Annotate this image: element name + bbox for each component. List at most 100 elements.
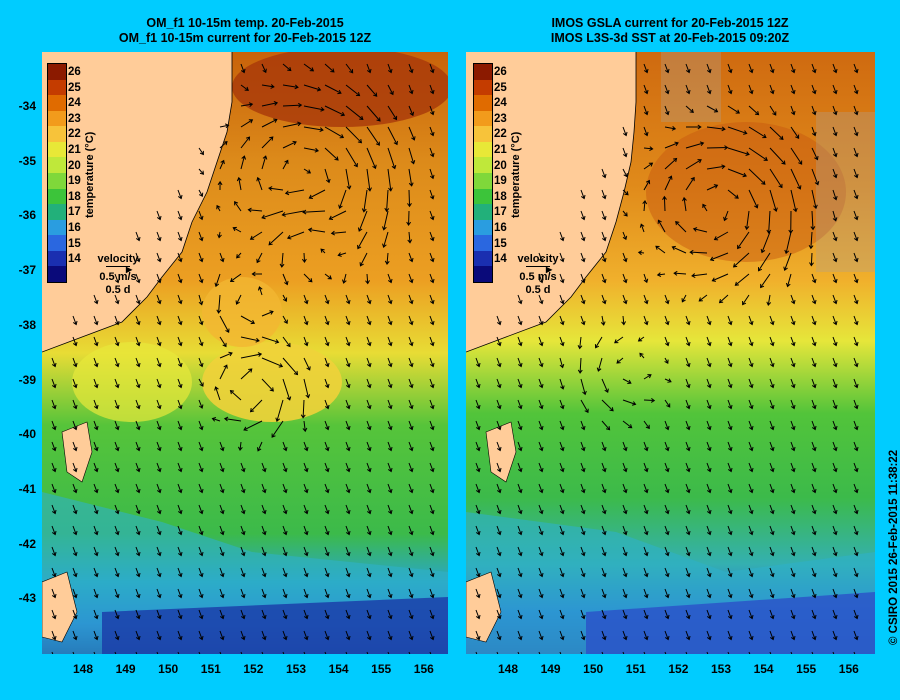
current-arrow <box>783 252 792 272</box>
current-arrow <box>366 126 380 146</box>
current-arrow <box>622 231 628 241</box>
x-tick-label: 148 <box>497 662 519 676</box>
current-arrow <box>538 462 544 473</box>
current-arrow <box>577 336 583 350</box>
current-arrow <box>303 63 315 72</box>
current-arrow <box>261 118 278 128</box>
current-arrow <box>114 483 120 494</box>
current-arrow <box>622 189 629 196</box>
current-arrow <box>387 462 393 473</box>
current-arrow <box>429 609 435 620</box>
current-arrow <box>282 63 292 72</box>
current-arrow <box>320 248 326 254</box>
left-title-line1: OM_f1 10-15m temp. 20-Feb-2015 <box>146 16 344 30</box>
current-arrow <box>261 100 279 107</box>
current-arrow <box>685 141 705 149</box>
current-arrow <box>643 483 649 494</box>
colorbar-tick-label: 23 <box>494 112 507 125</box>
current-arrow <box>706 504 712 515</box>
current-arrow <box>601 399 614 412</box>
current-arrow <box>706 84 712 95</box>
current-arrow <box>748 399 754 410</box>
current-arrow <box>748 147 768 161</box>
current-arrow <box>517 504 523 515</box>
current-arrow <box>769 105 777 116</box>
current-arrow <box>114 315 120 326</box>
current-arrow <box>303 126 324 133</box>
current-arrow <box>114 651 117 654</box>
current-arrow <box>366 420 372 431</box>
current-arrow <box>538 357 544 368</box>
current-arrow <box>135 588 141 599</box>
right-velocity-arrow: ▶ <box>508 265 568 274</box>
current-arrow <box>643 397 656 403</box>
current-arrow <box>790 441 796 452</box>
current-arrow <box>328 210 347 221</box>
current-arrow <box>51 441 57 452</box>
current-arrow <box>93 588 99 599</box>
current-arrow <box>496 399 502 410</box>
colorbar-swatch <box>48 204 66 221</box>
current-arrow <box>664 378 672 383</box>
current-arrow <box>475 588 481 599</box>
current-arrow <box>240 609 246 620</box>
current-arrow <box>727 399 733 410</box>
current-arrow <box>240 315 256 325</box>
current-arrow <box>601 273 607 284</box>
current-arrow <box>345 357 351 368</box>
current-arrow <box>177 588 183 599</box>
current-arrow <box>177 420 183 431</box>
current-arrow <box>811 630 817 641</box>
current-arrow <box>727 315 733 326</box>
left-tasmania-tip <box>42 571 78 643</box>
current-arrow <box>303 84 322 92</box>
current-arrow <box>538 378 544 389</box>
colorbar-swatch <box>48 64 66 81</box>
current-arrow <box>324 420 330 431</box>
current-arrow <box>614 336 624 344</box>
current-arrow <box>748 63 754 74</box>
current-arrow <box>706 105 719 113</box>
current-arrow <box>657 219 666 233</box>
current-arrow <box>832 651 835 654</box>
current-arrow <box>853 609 859 620</box>
current-arrow <box>135 609 141 620</box>
current-arrow <box>681 294 687 303</box>
current-arrow <box>643 420 650 430</box>
colorbar-tick-label: 19 <box>68 175 81 188</box>
current-arrow <box>93 315 99 326</box>
left-map-svg <box>42 52 448 654</box>
current-arrow <box>429 84 435 95</box>
right-title-line2: IMOS L3S-3d SST at 20-Feb-2015 09:20Z <box>550 31 790 45</box>
current-arrow <box>345 588 351 599</box>
left-velocity-duration: 0.5 d <box>105 284 131 296</box>
current-arrow <box>198 441 204 452</box>
current-arrow <box>496 546 502 557</box>
current-arrow <box>429 441 435 452</box>
current-arrow <box>685 504 691 515</box>
current-arrow <box>580 210 586 221</box>
current-arrow <box>538 525 544 536</box>
current-arrow <box>790 630 796 641</box>
current-arrow <box>757 252 771 272</box>
current-arrow <box>559 504 565 515</box>
current-arrow <box>387 147 397 170</box>
current-arrow <box>643 462 649 473</box>
current-arrow <box>177 546 183 557</box>
current-arrow <box>769 357 775 368</box>
current-arrow <box>366 399 372 410</box>
current-arrow <box>114 399 120 410</box>
current-arrow <box>832 462 838 473</box>
current-arrow <box>622 441 628 452</box>
current-arrow <box>832 231 838 242</box>
current-arrow <box>748 126 767 139</box>
current-arrow <box>302 209 326 215</box>
current-arrow <box>685 483 691 494</box>
current-arrow <box>790 294 796 305</box>
current-arrow <box>643 273 649 284</box>
current-arrow <box>727 105 741 114</box>
current-arrow <box>727 483 733 494</box>
current-arrow <box>622 294 628 305</box>
x-tick-label: 150 <box>158 662 179 676</box>
current-arrow <box>72 420 78 431</box>
